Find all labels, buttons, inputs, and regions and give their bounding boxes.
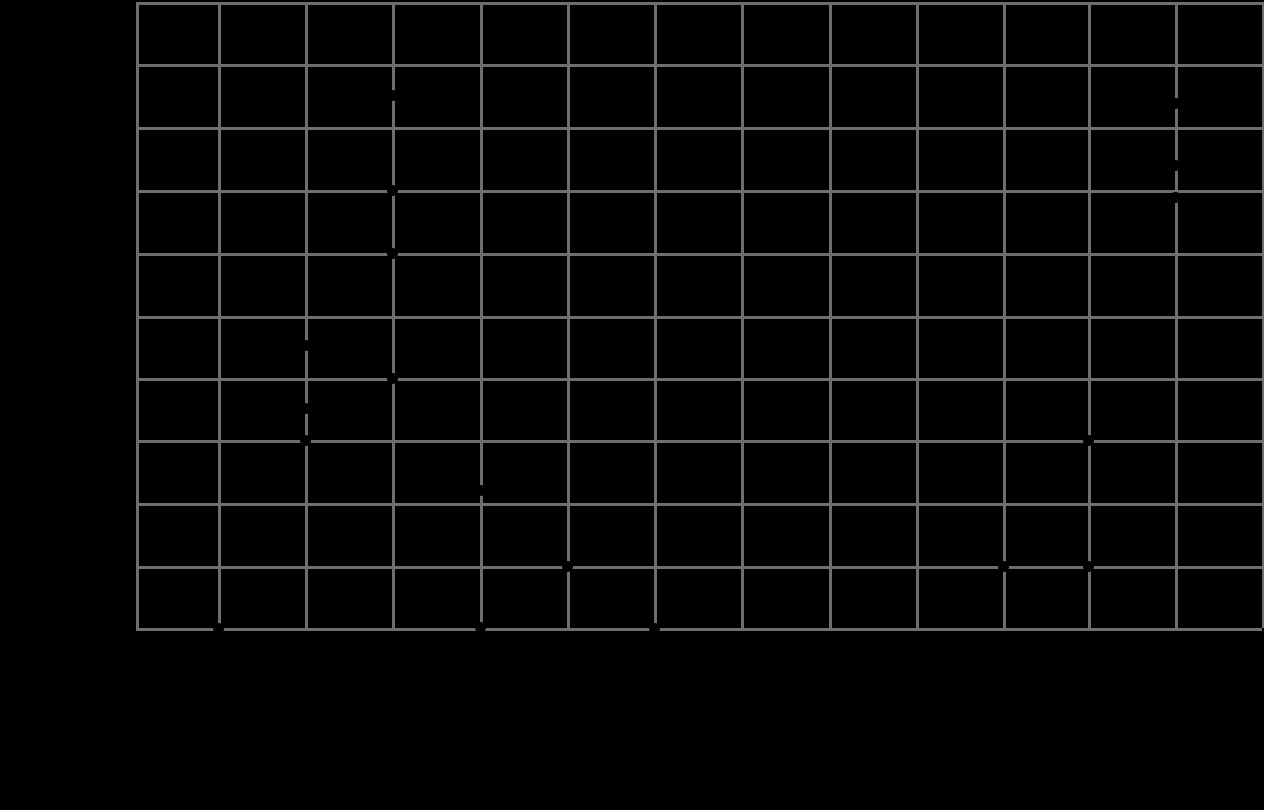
plot-area[interactable] bbox=[136, 2, 1264, 634]
x-tick-label: 4 bbox=[476, 643, 484, 658]
gridline-horizontal bbox=[136, 378, 1262, 381]
x-tick-label: 2 bbox=[301, 643, 309, 658]
gridline-horizontal bbox=[136, 2, 1262, 5]
data-point-marker[interactable] bbox=[386, 184, 398, 196]
x-tick-label: 8 bbox=[825, 643, 833, 658]
gridline-vertical bbox=[741, 2, 744, 628]
gridline-vertical bbox=[305, 2, 308, 628]
gridline-horizontal bbox=[136, 127, 1262, 130]
data-point-marker[interactable] bbox=[561, 560, 573, 572]
y-tick-label: 7 bbox=[120, 182, 128, 198]
gridline-vertical bbox=[136, 2, 139, 628]
y-tick-label: 5 bbox=[120, 308, 128, 324]
gridline-vertical bbox=[1088, 2, 1091, 628]
y-tick-label: 2 bbox=[120, 495, 128, 511]
y-tick-label: 3 bbox=[120, 432, 128, 448]
data-point-marker[interactable] bbox=[648, 622, 660, 634]
gridline-horizontal bbox=[136, 566, 1262, 569]
gridline-vertical bbox=[392, 2, 395, 628]
data-point-marker[interactable] bbox=[299, 402, 311, 414]
gridline-horizontal bbox=[136, 190, 1262, 193]
gridline-horizontal bbox=[136, 64, 1262, 67]
x-tick-label: 6 bbox=[650, 643, 658, 658]
data-point-marker[interactable] bbox=[386, 372, 398, 384]
y-tick-label: 8 bbox=[120, 119, 128, 135]
x-tick-label: 3 bbox=[388, 643, 396, 658]
x-tick-label: 10 bbox=[995, 643, 1011, 658]
data-point-marker[interactable] bbox=[474, 621, 486, 633]
gridline-vertical bbox=[1262, 2, 1264, 628]
x-tick-label: 13 bbox=[1254, 643, 1264, 658]
gridline-horizontal bbox=[136, 503, 1262, 506]
data-point-marker[interactable] bbox=[1169, 191, 1181, 203]
data-point-marker[interactable] bbox=[386, 247, 398, 259]
gridline-vertical bbox=[567, 2, 570, 628]
data-point-marker[interactable] bbox=[1169, 97, 1181, 109]
x-tick-label: 12 bbox=[1167, 643, 1183, 658]
data-point-marker[interactable] bbox=[386, 89, 398, 101]
x-tick-label: 7 bbox=[737, 643, 745, 658]
gridline-vertical bbox=[218, 2, 221, 628]
y-tick-label: 6 bbox=[120, 245, 128, 261]
data-point-marker[interactable] bbox=[997, 560, 1009, 572]
data-point-marker[interactable] bbox=[474, 484, 486, 496]
gridline-vertical bbox=[1175, 2, 1178, 628]
y-tick-label: 4 bbox=[120, 370, 128, 386]
data-point-marker[interactable] bbox=[212, 622, 224, 634]
gridline-horizontal bbox=[136, 628, 1262, 631]
gridline-vertical bbox=[480, 2, 483, 628]
gridline-vertical bbox=[829, 2, 832, 628]
data-point-marker[interactable] bbox=[1169, 159, 1181, 171]
gridline-vertical bbox=[654, 2, 657, 628]
x-tick-label: 5 bbox=[563, 643, 571, 658]
gridline-vertical bbox=[916, 2, 919, 628]
y-tick-label: 10 bbox=[113, 0, 128, 10]
x-tick-label: 9 bbox=[912, 643, 920, 658]
gridline-horizontal bbox=[136, 440, 1262, 443]
data-point-marker[interactable] bbox=[1082, 560, 1094, 572]
data-point-marker[interactable] bbox=[299, 434, 311, 446]
y-tick-label: 0 bbox=[120, 620, 128, 636]
gridline-horizontal bbox=[136, 253, 1262, 256]
data-point-marker[interactable] bbox=[1082, 434, 1094, 446]
y-tick-label: 1 bbox=[120, 558, 128, 574]
gridline-horizontal bbox=[136, 316, 1262, 319]
data-point-marker[interactable] bbox=[299, 339, 311, 351]
gridline-vertical bbox=[1003, 2, 1006, 628]
y-tick-label: 9 bbox=[120, 56, 128, 72]
x-tick-label: 11 bbox=[1081, 643, 1095, 658]
x-tick-label: 1 bbox=[214, 643, 222, 658]
x-tick-label: 0 bbox=[132, 643, 140, 658]
